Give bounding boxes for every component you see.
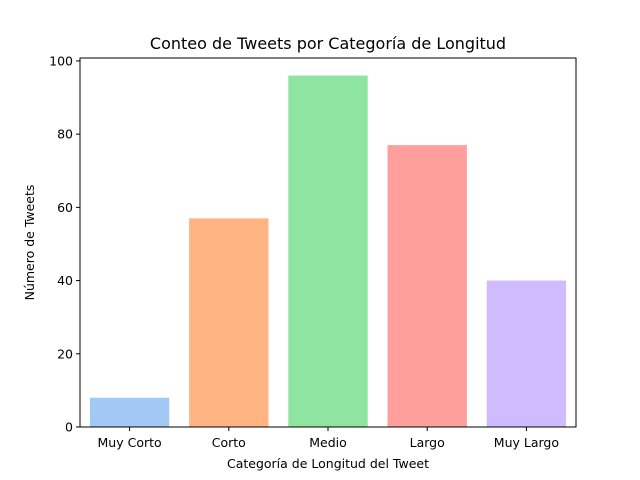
- bar-medio: [288, 75, 368, 428]
- y-tick-label: 0: [65, 420, 73, 435]
- y-axis-label: Número de Tweets: [22, 185, 37, 301]
- bar-corto: [189, 218, 269, 427]
- y-tick-label: 40: [57, 273, 73, 288]
- plot-frame: [79, 57, 577, 428]
- x-tick-label: Largo: [410, 435, 445, 450]
- y-tick-label: 100: [49, 53, 73, 68]
- y-axis-ticks: 0 20 40 60 80 100: [49, 53, 80, 435]
- bars-group: [89, 75, 567, 428]
- x-tick-label: Medio: [309, 435, 347, 450]
- bar-muy-corto: [89, 397, 170, 427]
- bar-muy-largo: [486, 280, 567, 427]
- x-tick-label: Muy Largo: [494, 435, 559, 450]
- x-axis-label: Categoría de Longitud del Tweet: [227, 456, 429, 471]
- x-tick-label: Corto: [212, 435, 246, 450]
- y-tick-label: 80: [57, 127, 73, 142]
- x-tick-label: Muy Corto: [98, 435, 162, 450]
- bar-largo: [387, 145, 467, 427]
- x-axis-ticks: Muy Corto Corto Medio Largo Muy Largo: [98, 427, 559, 450]
- chart-title: Conteo de Tweets por Categoría de Longit…: [150, 34, 506, 53]
- y-tick-label: 20: [57, 346, 73, 361]
- y-tick-label: 60: [57, 200, 73, 215]
